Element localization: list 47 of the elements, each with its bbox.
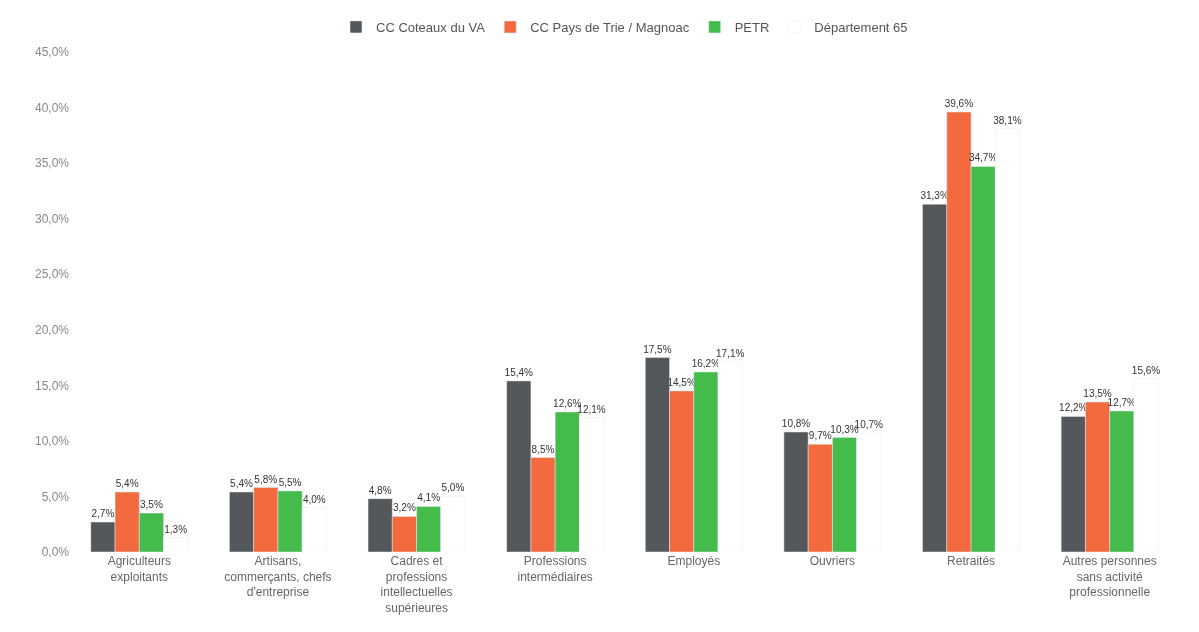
legend-label: PETR <box>734 20 770 36</box>
legend-label: CC Coteaux du VA <box>376 20 486 36</box>
x-tick-label: Professions intermédiaires <box>517 554 593 584</box>
data-label: 5,0% <box>441 482 465 494</box>
x-tick-label: Autres personnes sans activité professionnelle <box>1062 554 1157 600</box>
data-label: 17,5% <box>643 343 672 355</box>
data-label: 38,1% <box>993 114 1022 126</box>
data-label: 1,3% <box>164 523 188 535</box>
data-label: 13,5% <box>1083 388 1112 399</box>
x-tick-label: Ouvriers <box>809 554 856 568</box>
data-label: 5,4% <box>115 478 139 489</box>
data-label: 3,2% <box>392 502 416 514</box>
data-label: 5,4% <box>230 478 253 489</box>
y-tick-label: 10,0% <box>34 434 70 449</box>
data-label: 9,7% <box>808 430 832 442</box>
y-tick-label: 35,0% <box>34 156 70 171</box>
y-tick-label: 5,0% <box>41 489 70 504</box>
data-label: 16,2% <box>691 358 721 369</box>
y-tick-label: 40,0% <box>34 100 70 115</box>
data-label: 4,0% <box>302 493 326 505</box>
data-label: 31,3% <box>920 190 949 202</box>
data-label: 3,5% <box>139 499 163 511</box>
legend-label: CC Pays de Trie / Magnoac <box>530 20 690 36</box>
data-label: 8,5% <box>531 443 555 455</box>
data-label: 2,7% <box>91 508 115 519</box>
data-label: 10,8% <box>781 418 811 429</box>
x-tick-label: Cadres et professions intellectuelles supérieures <box>380 554 453 615</box>
x-tick-label: Agriculteurs exploitants <box>107 554 171 584</box>
data-label: 5,8% <box>254 473 278 485</box>
data-label: 15,4% <box>504 366 534 378</box>
y-tick-label: 20,0% <box>34 322 70 337</box>
data-label: 17,1% <box>715 348 745 359</box>
y-tick-label: 0,0% <box>41 545 70 560</box>
y-tick-label: 45,0% <box>34 45 70 60</box>
data-label: 4,8% <box>368 484 392 496</box>
x-tick-label: Employés <box>667 554 721 568</box>
x-tick-label: Retraités <box>947 554 996 568</box>
y-tick-label: 25,0% <box>34 267 70 282</box>
data-label: 5,5% <box>278 476 302 488</box>
data-label: 39,6% <box>944 98 974 109</box>
y-tick-label: 15,0% <box>34 378 70 393</box>
x-tick-label: Artisans, commerçants, chefs d'entreprise <box>224 554 332 600</box>
data-label: 12,7% <box>1107 396 1137 408</box>
data-label: 4,1% <box>417 492 441 504</box>
data-label: 15,6% <box>1131 364 1161 376</box>
y-tick-label: 30,0% <box>34 211 70 226</box>
legend-label: Département 65 <box>814 20 908 36</box>
